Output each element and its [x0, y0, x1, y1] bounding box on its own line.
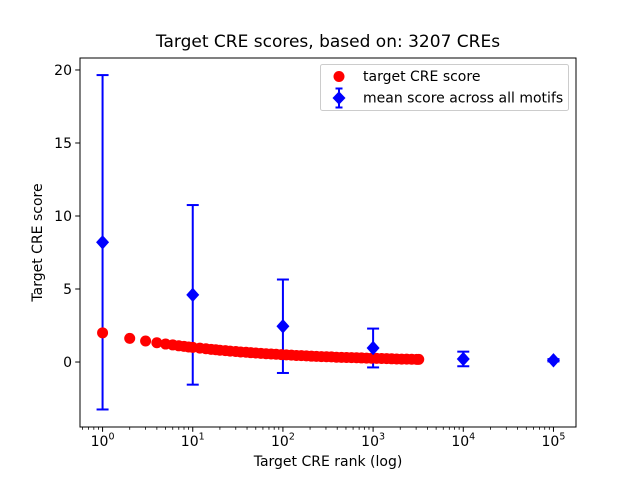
legend-markers — [332, 71, 346, 109]
y-axis-label: Target CRE score — [30, 183, 46, 302]
y-tick-label: 0 — [63, 355, 72, 371]
axes-frame — [79, 57, 577, 428]
y-tick-label: 15 — [54, 136, 72, 152]
data-point-diamond — [186, 287, 200, 303]
x-tick-label: 104 — [451, 432, 475, 451]
y-tick-label: 5 — [63, 282, 72, 298]
data-point — [97, 327, 109, 339]
data-point — [124, 332, 136, 344]
x-tick-label: 103 — [361, 432, 385, 451]
data-point-diamond — [96, 235, 110, 250]
data-point — [151, 337, 163, 349]
y-tick-label: 20 — [54, 63, 72, 79]
x-tick-label: 105 — [542, 432, 566, 451]
x-tick-label: 102 — [271, 432, 295, 451]
x-tick-label: 101 — [181, 432, 205, 451]
chart-title: Target CRE scores, based on: 3207 CREs — [155, 32, 500, 52]
mean-score-points — [96, 235, 560, 368]
plot-area: 100 101 102 103 104 105 0 5 10 15 20 — [54, 57, 577, 451]
y-tick-label: 10 — [54, 209, 72, 225]
legend-marker-diamond — [332, 91, 346, 105]
data-point-diamond — [456, 351, 470, 367]
legend-label-target: target CRE score — [363, 69, 480, 85]
legend-box — [320, 64, 569, 111]
x-tick-label: 100 — [91, 432, 115, 451]
legend-marker-circle — [333, 71, 345, 82]
data-point-diamond — [546, 353, 560, 368]
x-axis-label: Target CRE rank (log) — [253, 454, 403, 470]
data-point-diamond — [276, 319, 290, 334]
data-point-diamond — [366, 340, 380, 356]
data-point — [413, 353, 425, 365]
target-score-points — [97, 327, 425, 365]
data-point — [140, 335, 152, 347]
legend: target CRE score mean score across all m… — [320, 64, 569, 111]
legend-label-mean: mean score across all motifs — [363, 91, 563, 107]
